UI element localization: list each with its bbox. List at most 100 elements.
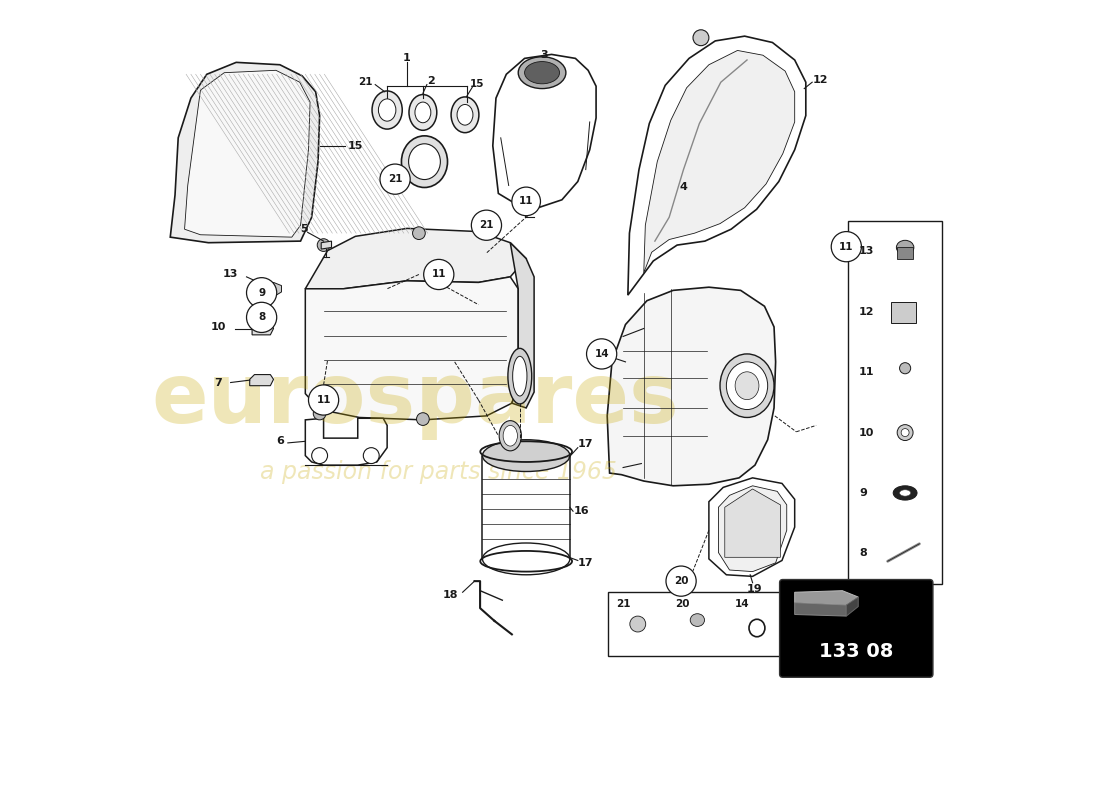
Circle shape — [363, 448, 379, 463]
Text: 13: 13 — [859, 246, 874, 257]
Text: 10: 10 — [859, 427, 874, 438]
Text: 21: 21 — [616, 599, 630, 609]
Text: 11: 11 — [431, 270, 446, 279]
Text: 20: 20 — [674, 576, 689, 586]
Ellipse shape — [896, 240, 914, 254]
Text: 14: 14 — [735, 599, 750, 609]
Text: 21: 21 — [388, 174, 403, 184]
Text: 17: 17 — [578, 438, 594, 449]
Text: 15: 15 — [348, 141, 363, 150]
Text: 11: 11 — [859, 367, 874, 377]
Text: 9: 9 — [859, 488, 867, 498]
Ellipse shape — [499, 421, 521, 451]
Text: 13: 13 — [223, 270, 239, 279]
Ellipse shape — [378, 99, 396, 121]
Text: 12: 12 — [859, 307, 874, 317]
Ellipse shape — [503, 426, 517, 446]
Polygon shape — [794, 590, 858, 605]
Polygon shape — [846, 597, 858, 616]
Ellipse shape — [518, 57, 565, 89]
Ellipse shape — [408, 144, 440, 179]
Polygon shape — [607, 287, 776, 486]
Ellipse shape — [720, 354, 774, 418]
Text: 1: 1 — [403, 54, 411, 63]
Text: a passion for parts since 1965: a passion for parts since 1965 — [261, 459, 617, 483]
Ellipse shape — [735, 372, 759, 400]
Circle shape — [246, 278, 277, 308]
Ellipse shape — [508, 348, 531, 404]
Text: 18: 18 — [443, 590, 459, 600]
Ellipse shape — [483, 543, 570, 574]
Circle shape — [666, 566, 696, 596]
Ellipse shape — [726, 362, 768, 410]
Circle shape — [472, 210, 502, 240]
Polygon shape — [306, 277, 518, 420]
Polygon shape — [644, 50, 794, 273]
Text: 11: 11 — [519, 196, 534, 206]
Ellipse shape — [893, 486, 917, 500]
Text: 7: 7 — [214, 378, 222, 387]
Polygon shape — [306, 418, 387, 465]
Text: 11: 11 — [839, 242, 854, 252]
Ellipse shape — [901, 429, 909, 437]
Circle shape — [424, 259, 454, 290]
Ellipse shape — [402, 136, 448, 187]
Circle shape — [832, 231, 861, 262]
Circle shape — [314, 407, 326, 420]
Circle shape — [311, 448, 328, 463]
Text: 8: 8 — [258, 312, 265, 322]
Ellipse shape — [900, 362, 911, 374]
Polygon shape — [250, 374, 274, 386]
Polygon shape — [306, 229, 526, 289]
Text: 9: 9 — [258, 288, 265, 298]
Ellipse shape — [409, 94, 437, 130]
Text: 3: 3 — [540, 50, 548, 60]
Ellipse shape — [513, 356, 527, 396]
Polygon shape — [493, 54, 596, 208]
Circle shape — [379, 164, 410, 194]
Polygon shape — [185, 70, 310, 237]
Ellipse shape — [525, 62, 560, 84]
Text: 16: 16 — [574, 506, 590, 516]
Bar — [898, 246, 913, 259]
Polygon shape — [321, 241, 331, 249]
Text: 21: 21 — [359, 78, 373, 87]
Polygon shape — [725, 489, 780, 558]
Text: 21: 21 — [480, 220, 494, 230]
Ellipse shape — [900, 490, 911, 496]
Text: eurospares: eurospares — [151, 359, 679, 441]
Ellipse shape — [898, 425, 913, 441]
Circle shape — [586, 339, 617, 369]
Bar — [848, 222, 942, 583]
Text: 4: 4 — [680, 182, 688, 192]
Circle shape — [317, 238, 330, 251]
Polygon shape — [510, 242, 535, 408]
FancyBboxPatch shape — [780, 579, 933, 678]
Text: 8: 8 — [859, 548, 867, 558]
Text: 19: 19 — [747, 584, 762, 594]
Text: 6: 6 — [276, 436, 284, 446]
Bar — [891, 302, 916, 323]
Circle shape — [693, 30, 708, 46]
Text: 133 08: 133 08 — [820, 642, 893, 662]
Ellipse shape — [451, 97, 478, 133]
Ellipse shape — [415, 102, 431, 122]
Circle shape — [246, 302, 277, 333]
Text: 10: 10 — [210, 322, 225, 332]
Ellipse shape — [630, 616, 646, 632]
Ellipse shape — [483, 440, 570, 471]
Polygon shape — [718, 486, 786, 571]
Circle shape — [417, 413, 429, 426]
Text: 20: 20 — [675, 599, 690, 609]
Text: 2: 2 — [427, 76, 434, 86]
Text: 14: 14 — [594, 349, 609, 359]
Polygon shape — [628, 36, 806, 295]
Circle shape — [308, 385, 339, 415]
Circle shape — [412, 227, 426, 239]
Polygon shape — [264, 282, 282, 297]
Text: 5: 5 — [300, 224, 308, 234]
Circle shape — [512, 187, 540, 216]
Polygon shape — [794, 602, 846, 616]
Text: 15: 15 — [470, 79, 484, 89]
Text: 12: 12 — [813, 75, 828, 85]
